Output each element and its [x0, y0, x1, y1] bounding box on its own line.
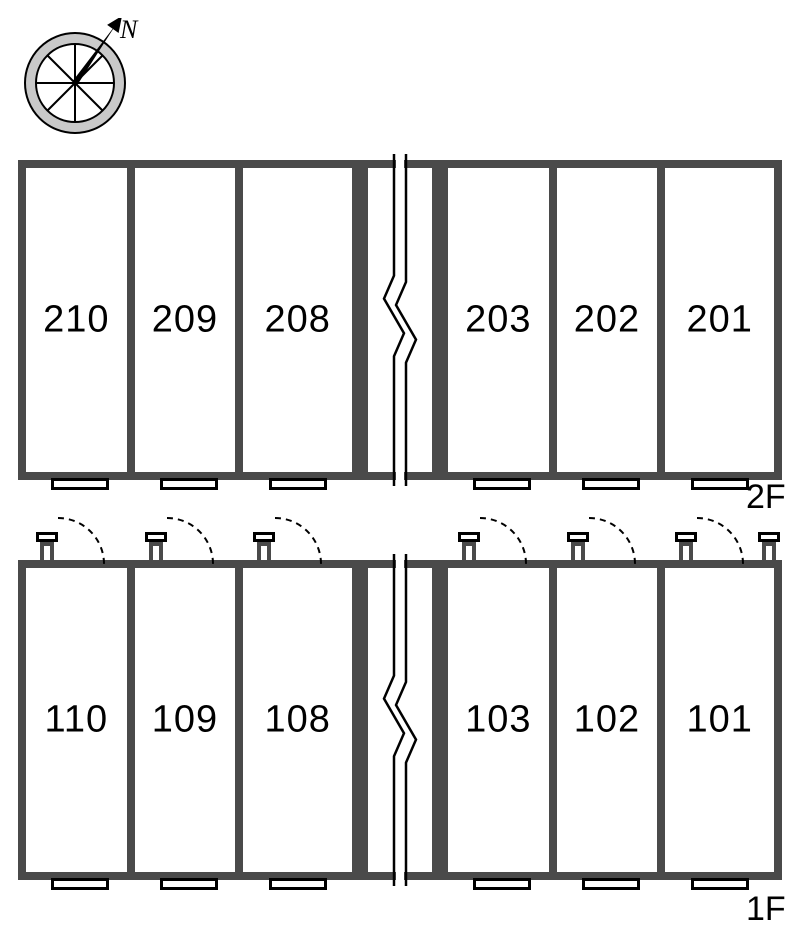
unit-label: 209: [135, 299, 236, 342]
entry-pillar: [679, 542, 693, 564]
compass-label: N: [119, 18, 139, 44]
entry-pillar: [571, 542, 585, 564]
unit-block: 110109108: [18, 560, 360, 880]
entry-pillar-cap: [145, 532, 167, 542]
unit-block: 103102101: [440, 560, 782, 880]
balcony-notch: [160, 878, 218, 890]
entry-pillar-cap: [567, 532, 589, 542]
unit-label: 202: [557, 299, 658, 342]
section-break: [380, 554, 420, 886]
entry-pillar: [40, 542, 54, 564]
balcony-notch: [269, 878, 327, 890]
unit-label: 102: [557, 699, 658, 742]
floor-label: 2F: [746, 478, 786, 517]
floor-2F: 210209208203202201: [18, 160, 782, 480]
compass: N: [20, 18, 160, 138]
entry-pillar: [149, 542, 163, 564]
break-symbol: [380, 154, 420, 486]
unit-cell: 202: [557, 168, 666, 472]
entry-pillar-cap: [758, 532, 780, 542]
door-swing-arc: [165, 516, 215, 566]
unit-label: 103: [448, 699, 549, 742]
balcony-notch: [691, 478, 749, 490]
entry-pillar-cap: [253, 532, 275, 542]
balcony-notch: [51, 478, 109, 490]
unit-label: 110: [26, 699, 127, 742]
floor-label: 1F: [746, 890, 786, 929]
door-swing: [273, 516, 323, 571]
door-swing-arc: [56, 516, 106, 566]
unit-cell: 208: [243, 168, 352, 472]
unit-cell: 103: [448, 568, 557, 872]
unit-label: 101: [665, 699, 774, 742]
entry-pillar-cap: [675, 532, 697, 542]
entry-pillar: [462, 542, 476, 564]
unit-cell: 102: [557, 568, 666, 872]
unit-block: 203202201: [440, 160, 782, 480]
entry-pillar: [762, 542, 776, 564]
door-swing: [165, 516, 215, 571]
unit-label: 108: [243, 699, 352, 742]
section-break: [380, 154, 420, 486]
door-swing-arc: [695, 516, 745, 566]
balcony-notch: [582, 478, 640, 490]
balcony-notch: [269, 478, 327, 490]
unit-cell: 210: [26, 168, 135, 472]
door-swing: [56, 516, 106, 571]
door-swing-arc: [587, 516, 637, 566]
door-swing-arc: [273, 516, 323, 566]
door-swing: [587, 516, 637, 571]
floor-1F: 110109108103102101: [18, 560, 782, 880]
unit-cell: 108: [243, 568, 352, 872]
compass-svg: N: [20, 18, 160, 138]
break-symbol: [380, 554, 420, 886]
balcony-notch: [51, 878, 109, 890]
balcony-notch: [473, 478, 531, 490]
entry-pillar-cap: [458, 532, 480, 542]
door-swing-arc: [478, 516, 528, 566]
unit-block: 210209208: [18, 160, 360, 480]
door-swing: [478, 516, 528, 571]
door-swing: [695, 516, 745, 571]
unit-cell: 201: [665, 168, 774, 472]
unit-label: 208: [243, 299, 352, 342]
unit-cell: 109: [135, 568, 244, 872]
balcony-notch: [582, 878, 640, 890]
entry-pillar-cap: [36, 532, 58, 542]
unit-label: 201: [665, 299, 774, 342]
unit-cell: 203: [448, 168, 557, 472]
unit-label: 109: [135, 699, 236, 742]
unit-label: 203: [448, 299, 549, 342]
balcony-notch: [691, 878, 749, 890]
unit-cell: 101: [665, 568, 774, 872]
unit-cell: 209: [135, 168, 244, 472]
unit-label: 210: [26, 299, 127, 342]
entry-pillar: [257, 542, 271, 564]
floorplan-canvas: N 210209208203202201110109108103102101 2…: [0, 0, 800, 940]
balcony-notch: [473, 878, 531, 890]
balcony-notch: [160, 478, 218, 490]
unit-cell: 110: [26, 568, 135, 872]
